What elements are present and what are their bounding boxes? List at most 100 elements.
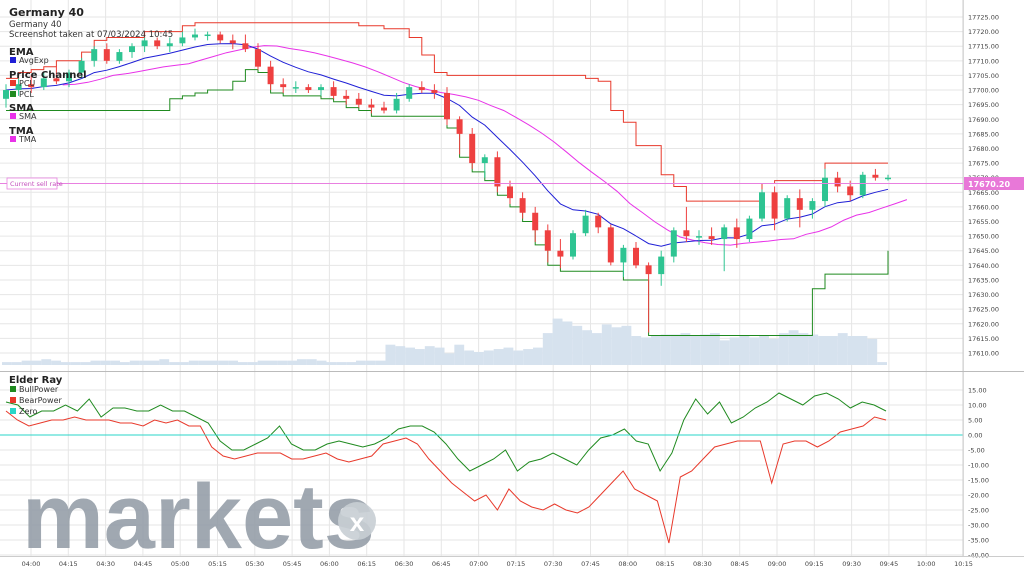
- candle: [166, 37, 173, 53]
- candle: [582, 209, 589, 237]
- x-tick-label: 07:15: [507, 560, 526, 568]
- candle-body: [255, 49, 261, 67]
- volume-bar: [21, 360, 32, 365]
- volume-bar: [503, 347, 514, 365]
- volume-bar: [444, 353, 455, 365]
- candle: [733, 218, 740, 248]
- candle: [456, 116, 463, 155]
- candle-body: [330, 87, 337, 96]
- legend-tma-title: TMA: [9, 126, 34, 137]
- volume-bar: [690, 336, 701, 365]
- candles: [3, 28, 891, 333]
- volume-bar: [267, 360, 278, 365]
- candle-body: [154, 40, 161, 47]
- volume-bar: [316, 360, 327, 365]
- volume-bar: [120, 362, 130, 365]
- candle: [330, 81, 337, 99]
- candle: [809, 198, 816, 219]
- candle-body: [696, 236, 702, 238]
- volume-bar: [375, 360, 386, 365]
- candle: [192, 28, 198, 41]
- candle: [746, 215, 753, 242]
- volume-bar: [365, 360, 376, 365]
- candle: [708, 227, 715, 245]
- candle: [570, 230, 576, 260]
- candle: [759, 189, 765, 222]
- volume-bar: [100, 360, 111, 365]
- x-tick-label: 10:15: [954, 560, 973, 568]
- candle: [280, 78, 287, 93]
- candle: [885, 174, 891, 181]
- volume-bar: [542, 333, 553, 365]
- candle: [645, 262, 652, 333]
- watermark-x-circle: [338, 502, 376, 540]
- volume-bar: [385, 344, 396, 365]
- candle-body: [809, 201, 816, 210]
- candle-body: [582, 215, 589, 234]
- y-tick-label: 17720.00: [968, 28, 999, 36]
- volume-bar: [454, 344, 465, 365]
- y-tick-label: 17630.00: [968, 291, 999, 299]
- candle-body: [431, 90, 438, 93]
- candle: [872, 168, 879, 181]
- y-tick-label: 17705.00: [968, 72, 999, 80]
- candle: [154, 37, 161, 50]
- volume-bar: [129, 360, 140, 365]
- y-tick-label: 17615.00: [968, 335, 999, 343]
- legend-ema-label: AvgExp: [19, 56, 49, 65]
- x-tick-label: 05:30: [245, 560, 264, 568]
- volume-bar: [798, 333, 809, 365]
- volume-bar: [680, 333, 691, 365]
- candle-body: [784, 198, 791, 219]
- volume-bar: [356, 360, 366, 365]
- pcu-line: [6, 22, 888, 202]
- candle: [53, 66, 60, 85]
- sell-rate-value: 17670.20: [968, 180, 1010, 189]
- volume-bar: [2, 362, 12, 365]
- y-tick-label: -30.00: [968, 522, 989, 530]
- legend-zero-label: Zero: [19, 407, 38, 416]
- candle-body: [343, 95, 350, 99]
- sma-line: [62, 45, 908, 246]
- candle: [481, 154, 488, 178]
- x-tick-label: 08:30: [693, 560, 712, 568]
- candle-body: [859, 174, 866, 196]
- y-tick-label: 17700.00: [968, 87, 999, 95]
- candle-body: [822, 177, 828, 202]
- volume-bar: [749, 337, 760, 365]
- legend-pcl-label: PCL: [19, 90, 34, 99]
- candle-body: [280, 84, 287, 88]
- candle: [40, 72, 47, 91]
- volume-bar: [867, 338, 878, 365]
- candle: [721, 224, 728, 272]
- sell-rate-label: Current sell rate: [10, 180, 63, 188]
- candle-body: [796, 198, 803, 210]
- candle-body: [721, 227, 728, 240]
- bearpower-line: [5, 410, 887, 544]
- volume-bar: [228, 360, 238, 365]
- candle: [116, 49, 123, 64]
- candle-body: [708, 236, 715, 240]
- y-tick-label: 15.00: [968, 387, 987, 395]
- volume-bar: [11, 362, 22, 365]
- volume-bar: [257, 360, 268, 365]
- candle-body: [595, 215, 602, 228]
- legend-ema-title: EMA: [9, 47, 34, 58]
- candle-body: [166, 43, 173, 47]
- volume-bar: [493, 349, 504, 365]
- candle: [544, 224, 551, 263]
- elder-title: Elder Ray: [9, 375, 63, 386]
- x-tick-label: 05:45: [283, 560, 302, 568]
- y-tick-label: 17695.00: [968, 101, 999, 109]
- candle: [217, 31, 224, 44]
- x-tick-label: 04:30: [96, 560, 115, 568]
- volume-bar: [179, 362, 189, 365]
- chart-title: Germany 40: [9, 6, 84, 19]
- candle-body: [444, 92, 450, 120]
- candle: [847, 180, 854, 202]
- volume-bar: [188, 360, 199, 365]
- candle: [15, 78, 22, 96]
- candle-body: [116, 52, 123, 61]
- y-tick-label: -10.00: [968, 462, 989, 470]
- y-tick-label: 17690.00: [968, 116, 999, 124]
